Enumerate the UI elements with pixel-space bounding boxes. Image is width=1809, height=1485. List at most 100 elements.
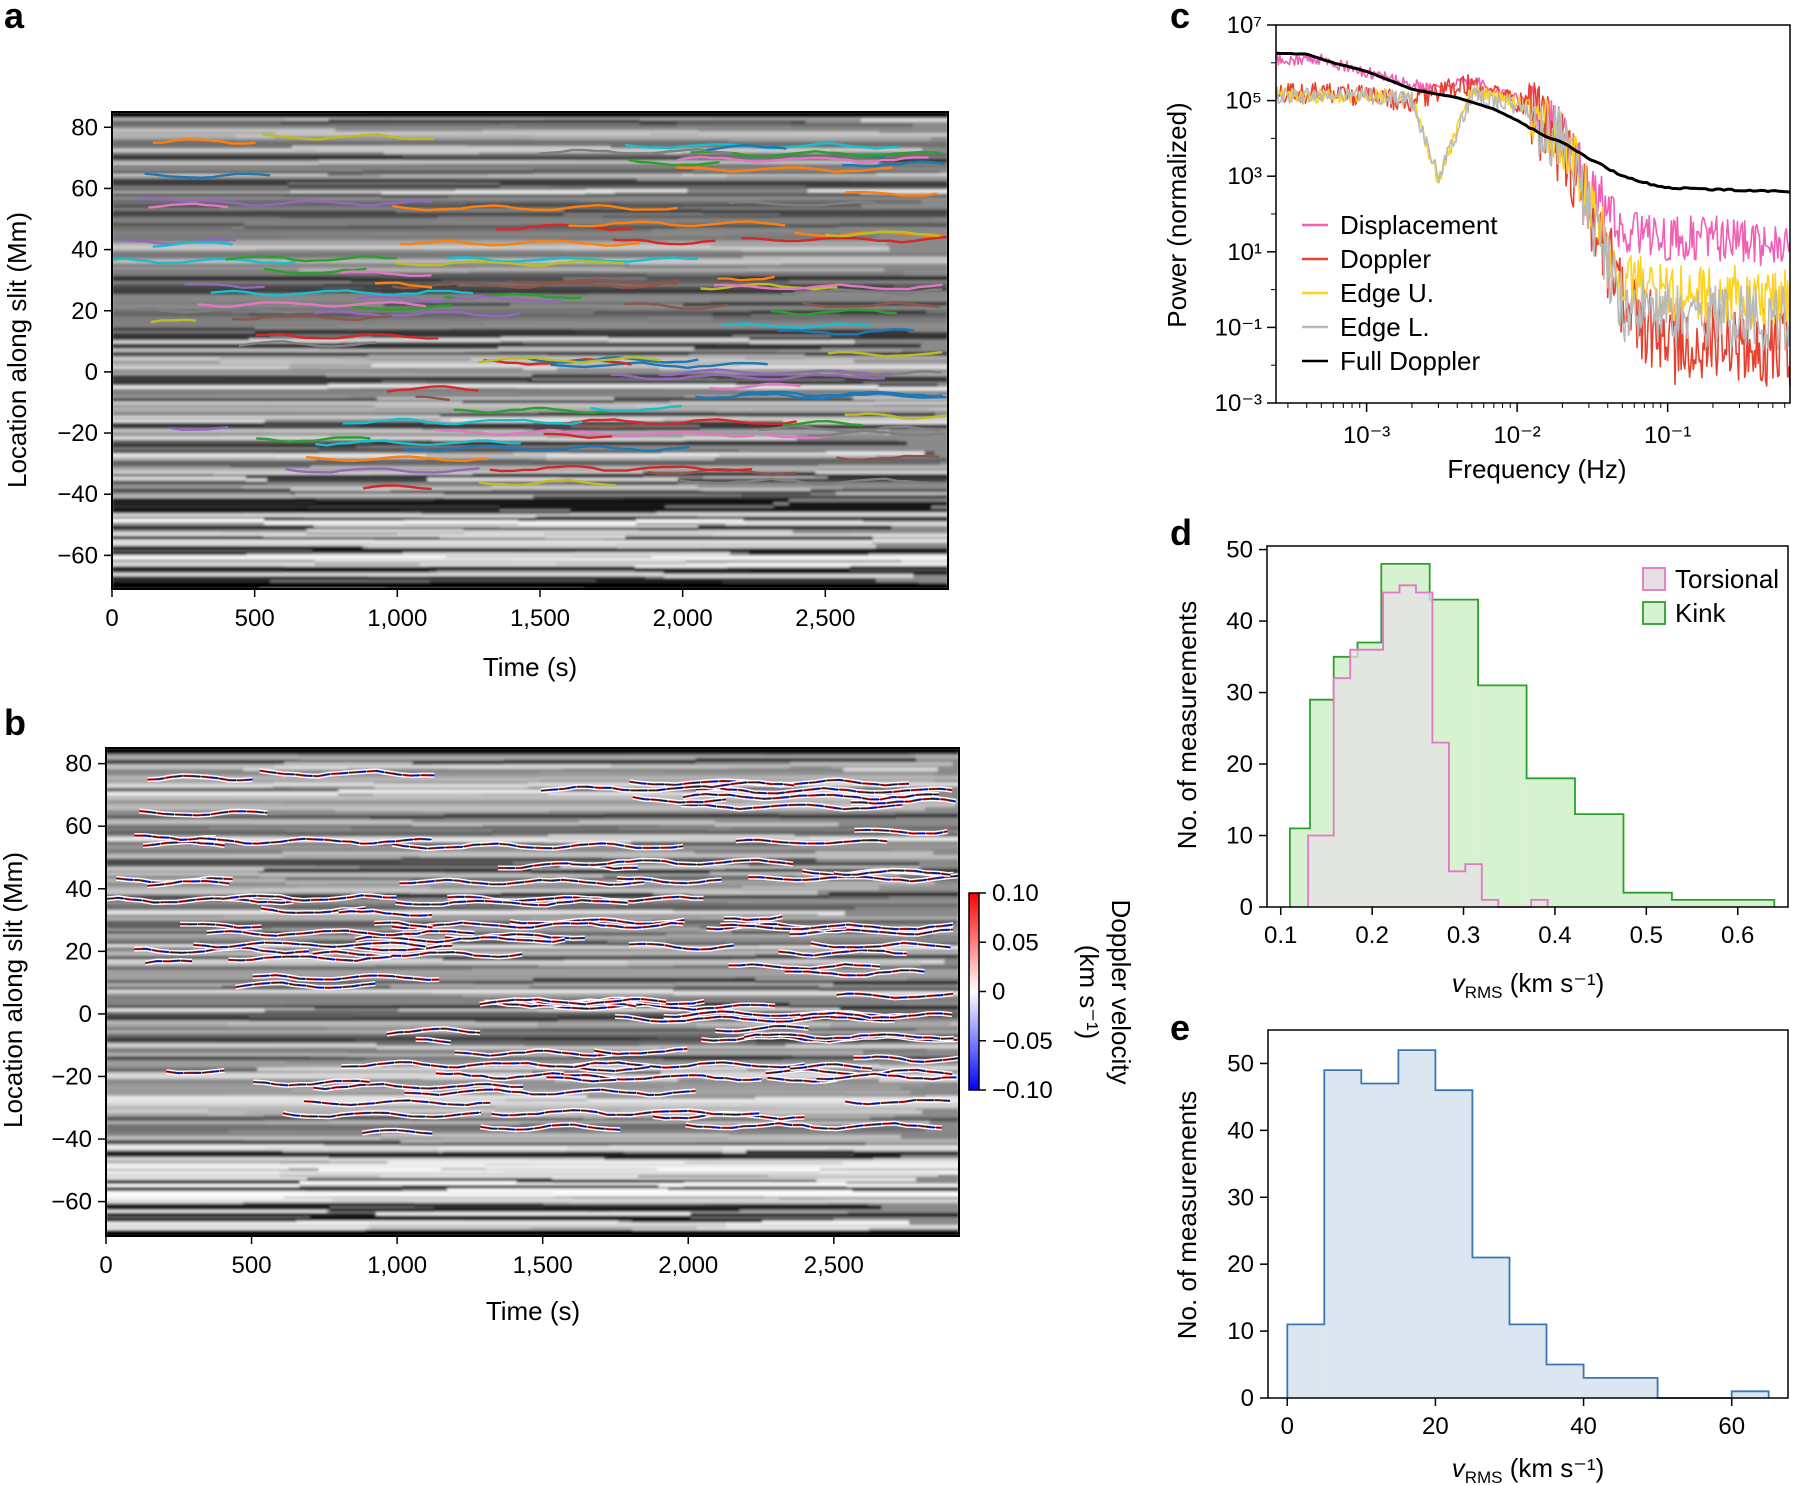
panel-a-image-streak [112, 419, 266, 424]
panel-c-series-doppler [1275, 74, 1791, 387]
panel-d-bar [1448, 871, 1466, 907]
panel-c-y-tick-label: 10⁻³ [1215, 390, 1262, 417]
panel-b-track-centre [789, 929, 953, 935]
panel-e-y-tick-label: 50 [1227, 1050, 1254, 1077]
panel-a-image-streak [688, 354, 805, 359]
panel-a-image-streak [112, 246, 354, 251]
panel-a-image-streak [219, 436, 329, 441]
panel-a-image-streak [112, 425, 359, 430]
panel-b-image-streak [568, 975, 735, 980]
panel-a-image-streak [571, 445, 746, 450]
panel-a-image-streak [419, 240, 559, 245]
panel-b-image-streak [628, 961, 795, 966]
panel-a-image-streak [112, 214, 274, 219]
panel-a-track [576, 422, 646, 429]
panel-b-image-streak [728, 1134, 901, 1139]
panel-a-image-streak [748, 551, 948, 556]
panel-a-track [844, 412, 948, 421]
panel-b-image-streak [106, 1050, 269, 1055]
panel-a-image-streak [636, 180, 850, 185]
panel-a-image-streak [370, 441, 592, 446]
panel-b-image-streak [293, 1153, 464, 1158]
panel-b-image-streak [106, 806, 336, 811]
panel-b-image-streak [328, 1120, 661, 1126]
panel-b-track-centre [491, 1109, 760, 1116]
panel-b-image-streak [609, 971, 823, 976]
panel-a-image-streak [397, 533, 545, 538]
panel-a-image-streak [112, 175, 382, 180]
panel-a-image-streak [610, 148, 722, 153]
panel-e-x-tick-label: 0 [1281, 1413, 1294, 1440]
panel-b-image-streak [638, 1177, 917, 1182]
panel-a-image-streak [868, 554, 948, 559]
panel-b-image-streak [106, 910, 320, 915]
panel-a-image-streak [500, 336, 609, 341]
panel-a-frame [111, 111, 949, 590]
panel-b-track-centre [833, 869, 951, 876]
panel-a-image-streak [481, 130, 699, 135]
panel-b-image-streak [106, 1176, 381, 1181]
panel-a-track [658, 368, 899, 377]
panel-c-legend: Displacement Doppler Edge U. Edge L. Full Do… [1302, 210, 1498, 376]
panel-a-image-streak [572, 329, 771, 334]
panel-e-y-tick-label: 10 [1227, 1318, 1254, 1345]
panel-a-image-streak [706, 380, 864, 385]
panel-b-image-streak [602, 858, 817, 863]
panel-b-image-streak [528, 1046, 786, 1051]
panel-b-image-streak [503, 759, 696, 764]
panel-a-track [507, 278, 680, 285]
panel-b-track-centre [386, 1028, 481, 1035]
panel-b-image-streak [538, 1011, 682, 1016]
panel-b-image-streak [106, 890, 253, 895]
panel-b-image-streak [873, 1158, 959, 1163]
panel-a-image-streak [830, 335, 948, 340]
panel-a-image-streak [212, 356, 369, 361]
panel-b-image-streak [895, 813, 959, 818]
panel-b-image-streak [369, 1222, 726, 1227]
panel-b-image-streak [464, 902, 728, 907]
panel-b-image-streak [823, 826, 959, 831]
panel-a-image-streak [112, 227, 233, 232]
panel-a-image-streak [466, 146, 611, 151]
panel-b-image-streak [569, 1199, 828, 1204]
panel-b-image-streak [106, 1191, 306, 1196]
panel-a-image-streak [395, 263, 630, 268]
panel-a-track [543, 432, 613, 440]
panel-a-image-streak [878, 386, 948, 391]
panel-a-image-streak [675, 223, 839, 228]
panel-a-image-streak [563, 209, 703, 214]
panel-a-track [478, 356, 662, 364]
panel-a-image-streak [514, 126, 664, 131]
panel-a-image-streak [773, 505, 932, 510]
panel-b-image-streak [106, 1132, 292, 1137]
panel-a-image-streak [112, 165, 308, 170]
panel-b-image-streak [106, 1173, 280, 1178]
panel-a-image-streak [751, 310, 927, 315]
panel-a-image-streak [901, 559, 948, 564]
panel-b-track-centre [836, 993, 954, 999]
panel-a-image-streak [230, 463, 376, 468]
panel-a-image-streak [280, 218, 438, 223]
panel-b-y-tick-label: 20 [65, 938, 92, 965]
panel-b-image-streak [353, 1013, 672, 1018]
panel-a-image-streak [683, 206, 862, 211]
panel-a-image-streak [874, 400, 948, 405]
panel-b-track-centre [594, 1048, 688, 1055]
panel-a-track [340, 270, 432, 278]
panel-e-frame [1267, 1029, 1789, 1399]
panel-b-image-streak [401, 857, 603, 862]
panel-b-image-streak [413, 1203, 544, 1208]
panel-a-track [342, 417, 583, 426]
panel-a-image-streak [354, 337, 501, 342]
panel-a-image-streak [678, 240, 887, 245]
panel-a-image-streak [749, 340, 855, 345]
panel-e-axes: 0 20 40 60 0 10 20 30 40 50 [1227, 1050, 1745, 1440]
panel-b-image-streak [106, 1205, 208, 1210]
panel-b-image-streak [690, 1212, 959, 1217]
panel-b-image-streak [755, 1041, 861, 1046]
panel-b-colorbar-tick-label: 0 [992, 979, 1005, 1006]
panel-b-image-streak [516, 1182, 684, 1187]
panel-a-image-streak [112, 392, 215, 397]
panel-a-image-streak [112, 471, 474, 476]
panel-b-image-streak [605, 1113, 766, 1118]
